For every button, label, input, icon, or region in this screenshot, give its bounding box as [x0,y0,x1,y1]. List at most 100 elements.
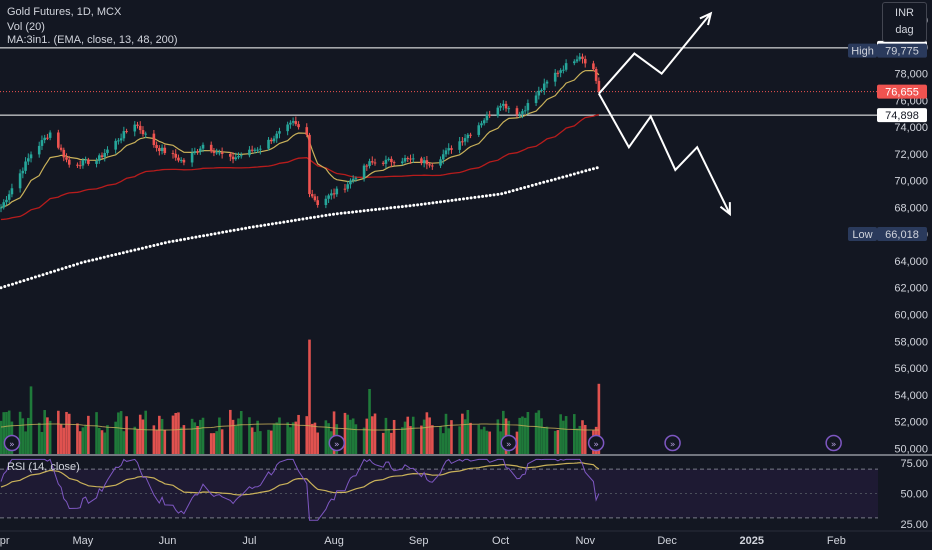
volume-bar [308,339,311,454]
ema-200-dot [549,178,553,182]
high-label-bg [848,43,877,58]
candle-body [392,162,396,164]
ema-200-dot [389,206,393,210]
time-tick-label: Jul [242,535,256,547]
ema-200-dot [454,198,458,202]
ema-200-dot [167,240,171,244]
volume-bar [177,412,180,454]
candle-body [597,80,601,92]
ema-200-dot [332,212,335,216]
ema-200-dot [381,207,385,211]
volume-bar [37,422,41,454]
volume-bar [518,417,521,454]
candle-body [343,188,347,190]
candle-body [373,162,377,164]
volume-bar [485,430,489,454]
ema-200-dot [366,208,370,212]
ema-200-dot [68,264,72,268]
volume-bar [179,427,183,454]
candle-body [198,148,202,152]
candle-body [335,188,339,195]
candle-body [559,70,562,73]
ma-legend[interactable]: MA:3in1. (EMA, close, 13, 48, 200) [7,34,178,46]
candle-body [119,138,123,141]
volume-bar [119,411,123,454]
level-bottom-tag [877,108,927,123]
ema-200-dot [121,251,125,255]
volume-bar [526,411,530,454]
event-marker-glyph: » [334,440,340,450]
ema-200-dot [309,216,313,220]
candle-body [578,56,582,60]
candle-body [212,151,216,153]
volume-bar [27,417,30,454]
ema-200-dot [297,218,301,222]
high-label: High [851,46,874,58]
ema-200-dot [274,221,278,225]
ema-200-dot [106,254,110,258]
volume-bar [428,417,431,454]
volume-bar [100,430,104,454]
ema-200-dot [37,274,41,278]
volume-bar [466,410,470,454]
ema-200-dot [324,213,328,217]
ema-200-dot [511,189,515,193]
candle-body [297,124,300,128]
rsi-legend[interactable]: RSI (14, close) [7,461,80,473]
candle-body [220,152,224,155]
ema-200-dot [190,236,194,240]
volume-bar [439,425,442,454]
volume-bar [463,419,467,454]
ema-200-dot [591,167,595,171]
candle-body [40,140,44,146]
candle-body [305,127,309,135]
candle-body [553,72,557,82]
volume-bar [450,420,453,454]
volume-bar [239,410,243,454]
time-tick-label: Sep [409,535,429,547]
candle-body [269,139,273,142]
volume-bar [256,420,259,454]
ema-200-dot [140,246,144,250]
volume-bar [289,427,292,454]
candle-body [346,184,350,189]
volume-bar [384,417,388,454]
candle-body [575,59,579,62]
candle-body [234,157,238,160]
volume-bar [218,417,221,454]
candle-body [439,159,442,166]
ema-200-dot [14,281,18,285]
volume-legend[interactable]: Vol (20) [7,21,45,33]
volume-bar [534,412,538,454]
currency-selector[interactable]: INR dag [882,2,927,42]
volume-bar [403,421,407,454]
volume-bar [0,420,3,454]
ema-200-dot [427,201,431,205]
ema-200-dot [290,219,293,223]
volume-bar [537,410,541,454]
ema-200-dot [400,205,404,209]
candle-body [138,125,142,131]
volume-bar [447,428,451,454]
volume-bar [133,426,137,454]
ema-200-dot [519,187,523,190]
candle-body [97,155,101,161]
ema-200-dot [569,173,572,177]
ema-200-dot [595,166,599,170]
volume-bar [575,428,579,454]
candle-body [316,200,319,206]
price-tick-label: 74,000 [894,122,928,134]
ema-200-dot [442,199,446,203]
candle-body [272,138,276,142]
candle-body [278,131,281,134]
ema-200-dot [3,285,7,288]
ema-200-dot [343,211,347,215]
symbol-legend[interactable]: Gold Futures, 1D, MCX [7,6,122,18]
event-marker-glyph: » [9,440,15,450]
ema-200-dot [504,191,507,195]
volume-bar [103,432,107,454]
price-tick-label: 58,000 [894,336,928,348]
volume-bar [343,412,347,454]
ema-200-dot [83,260,87,264]
